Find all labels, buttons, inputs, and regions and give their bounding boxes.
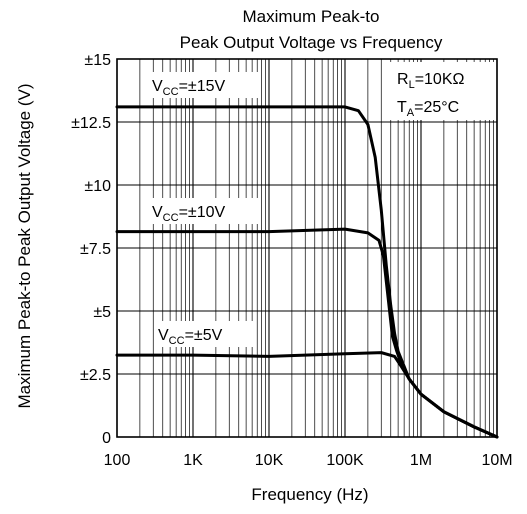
y-tick-label: ±12.5 — [71, 115, 111, 132]
series-label-10v: VCC=±10V — [152, 204, 225, 224]
y-tick-label: ±10 — [84, 178, 111, 195]
x-tick-labels: 100 1K 10K 100K 1M 10M — [104, 452, 513, 469]
plot-frame — [116, 58, 498, 438]
chart-title-line-1: Maximum Peak-to — [243, 7, 380, 26]
x-axis-label: Frequency (Hz) — [251, 485, 368, 504]
x-tick-label: 10M — [481, 452, 512, 469]
series-label-bg-15v — [150, 72, 260, 98]
annotation-box — [388, 62, 496, 120]
series-label-15v: VCC=±15V — [152, 78, 225, 98]
y-tick-label: ±15 — [84, 52, 111, 69]
y-tick-labels: 0 ±2.5 ±5 ±7.5 ±10 ±12.5 ±15 — [71, 52, 111, 447]
annotation-ta: TA=25°C — [397, 99, 459, 119]
series-layer — [115, 105, 499, 439]
annotation-rl: RL=10KΩ — [397, 71, 465, 91]
y-tick-label: ±7.5 — [80, 241, 111, 258]
series-line-0 — [115, 105, 499, 439]
y-tick-label: 0 — [102, 430, 111, 447]
y-tick-label: ±5 — [93, 304, 111, 321]
x-tick-label: 1M — [410, 452, 432, 469]
y-tick-label: ±2.5 — [80, 367, 111, 384]
series-label-bg-5v — [156, 321, 254, 347]
series-label-5v: VCC=±5V — [158, 327, 223, 347]
y-axis-label: Maximum Peak-to Peak Output Voltage (V) — [15, 83, 34, 408]
x-tick-label: 100 — [104, 452, 131, 469]
x-tick-label: 100K — [326, 452, 364, 469]
x-tick-label: 1K — [183, 452, 203, 469]
chart-title-line-2: Peak Output Voltage vs Frequency — [180, 33, 443, 52]
series-label-bg-10v — [150, 198, 260, 224]
x-tick-label: 10K — [255, 452, 284, 469]
series-line-2 — [115, 351, 499, 439]
